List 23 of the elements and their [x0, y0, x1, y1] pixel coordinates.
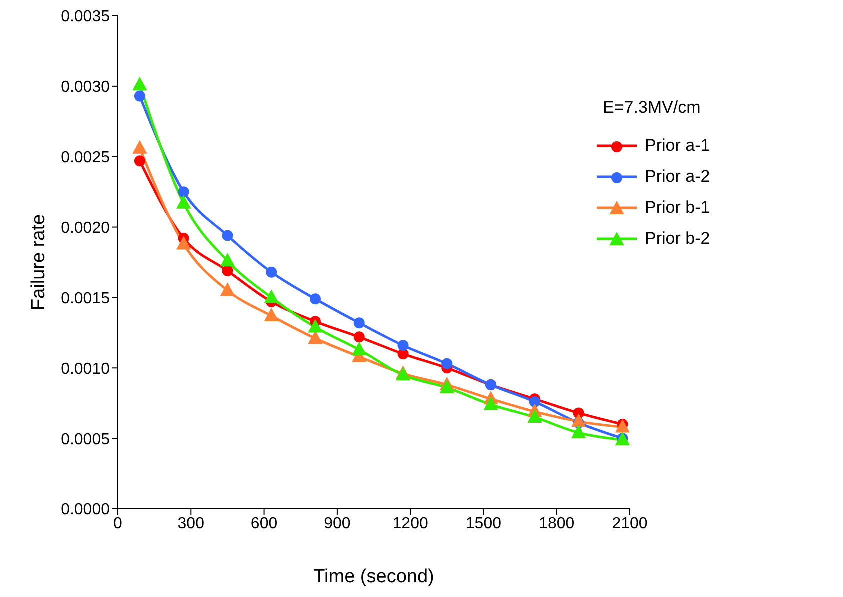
legend-label: Prior b-1 [645, 198, 710, 218]
x-tick-label: 600 [250, 515, 278, 532]
y-tick-label: 0.0015 [61, 290, 110, 308]
y-tick-label: 0.0035 [61, 8, 110, 26]
y-tick-label: 0.0030 [61, 79, 110, 96]
x-tick-label: 0 [114, 515, 123, 532]
x-tick-label: 900 [324, 515, 351, 532]
x-axis-title: Time (second) [314, 566, 434, 588]
y-axis-title: Failure rate [28, 214, 50, 311]
legend-label: Prior a-2 [645, 166, 710, 186]
y-tick-label: 0.0010 [61, 360, 110, 378]
x-tick-label: 2100 [612, 515, 648, 532]
y-tick-label: 0.0005 [61, 431, 110, 448]
legend-label: Prior a-1 [645, 136, 710, 156]
x-tick-label: 1800 [539, 515, 575, 532]
x-tick-label: 300 [178, 515, 205, 532]
x-tick-label: 1200 [392, 515, 428, 532]
legend-title: E=7.3MV/cm [603, 98, 702, 118]
y-tick-label: 0.0025 [61, 150, 110, 167]
x-tick-label: 1500 [466, 515, 502, 532]
y-tick-label: 0.0000 [61, 502, 110, 519]
legend-label: Prior b-2 [645, 228, 710, 248]
y-tick-label: 0.0020 [61, 220, 110, 237]
